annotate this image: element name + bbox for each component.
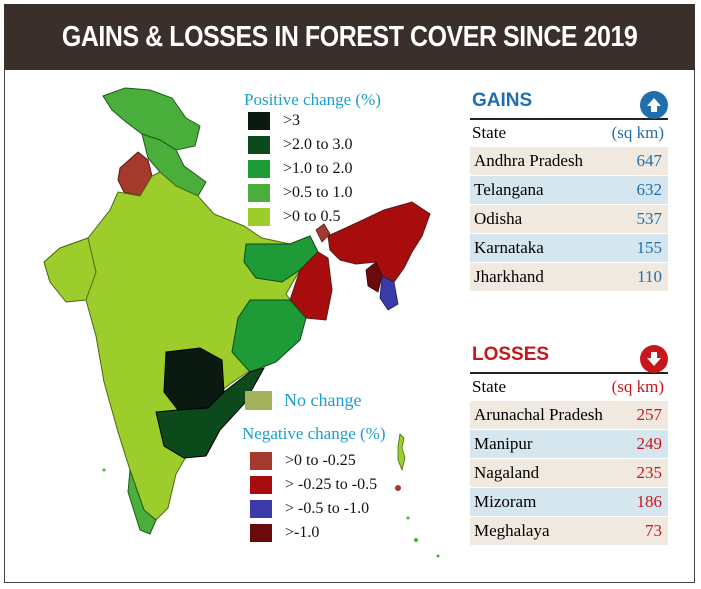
positive-legend-label: >2.0 to 3.0 <box>283 136 353 153</box>
gains-column-headers: State (sq km) <box>470 120 668 146</box>
positive-legend-label: >3 <box>283 112 301 129</box>
positive-legend-item: >1.0 to 2.0 <box>248 160 352 178</box>
region-sikkim <box>315 223 331 243</box>
region-jammu-kashmir <box>102 87 201 151</box>
state-name: Manipur <box>474 434 533 453</box>
negative-legend-item: >0 to -0.25 <box>250 452 356 470</box>
state-name: Jharkhand <box>474 267 544 286</box>
positive-legend-title: Positive change (%) <box>244 90 381 109</box>
gains-col-state: State <box>472 123 506 142</box>
table-row: Meghalaya 73 <box>470 517 668 545</box>
table-row: Nagaland 235 <box>470 459 668 487</box>
positive-legend-item: >0 to 0.5 <box>248 208 340 226</box>
negative-legend-swatch <box>250 500 272 518</box>
region-gujarat <box>43 237 97 303</box>
area-value: 632 <box>636 180 663 199</box>
region-island <box>406 516 410 520</box>
table-row: Odisha 537 <box>470 205 668 233</box>
state-name: Telangana <box>474 180 544 199</box>
negative-legend-label: > -0.25 to -0.5 <box>285 476 378 493</box>
table-row: Karnataka 155 <box>470 234 668 262</box>
negative-legend-swatch <box>250 452 272 470</box>
negative-legend-title: Negative change (%) <box>242 424 386 443</box>
gains-col-unit: (sq km) <box>611 123 664 142</box>
area-value: 537 <box>636 209 663 228</box>
region-andaman <box>397 433 406 472</box>
positive-legend-label: >0 to 0.5 <box>283 208 341 225</box>
table-row: Mizoram 186 <box>470 488 668 516</box>
positive-legend-swatch <box>248 136 270 154</box>
arrow-up-icon <box>640 91 668 119</box>
state-name: Mizoram <box>474 492 537 511</box>
state-name: Odisha <box>474 209 523 228</box>
negative-legend-label: >-1.0 <box>285 524 320 541</box>
negative-legend-label: > -0.5 to -1.0 <box>285 500 370 517</box>
negative-legend-swatch <box>250 476 272 494</box>
positive-legend-swatch <box>248 112 270 130</box>
positive-legend-swatch <box>248 208 270 226</box>
negative-legend-swatch <box>250 524 272 542</box>
region-northeast <box>327 201 431 283</box>
state-name: Nagaland <box>474 463 540 482</box>
region-island <box>414 538 418 542</box>
region-kerala <box>127 469 157 535</box>
region-mizoram <box>379 275 399 311</box>
table-row: Telangana 632 <box>470 176 668 204</box>
table-row: Manipur 249 <box>470 430 668 458</box>
table-row: Andhra Pradesh 647 <box>470 147 668 175</box>
title-banner: GAINS & LOSSES IN FOREST COVER SINCE 201… <box>4 4 695 70</box>
positive-legend-label: >0.5 to 1.0 <box>283 184 353 201</box>
losses-table: LOSSES State (sq km) Arunachal Pradesh 25… <box>470 344 668 545</box>
no-change-swatch <box>245 391 272 410</box>
positive-legend-label: >1.0 to 2.0 <box>283 160 353 177</box>
positive-legend-swatch <box>248 184 270 202</box>
area-value: 73 <box>645 521 662 540</box>
table-row: Jharkhand 110 <box>470 263 668 291</box>
negative-legend-item: >-1.0 <box>250 524 319 542</box>
region-island <box>102 468 106 472</box>
gains-table: GAINS State (sq km) Andhra Pradesh 647 Tel… <box>470 90 668 291</box>
state-name: Karnataka <box>474 238 544 257</box>
area-value: 647 <box>636 151 663 170</box>
negative-legend-item: > -0.25 to -0.5 <box>250 476 377 494</box>
region-island <box>436 554 440 558</box>
area-value: 186 <box>636 492 663 511</box>
area-value: 235 <box>636 463 663 482</box>
losses-title: LOSSES <box>472 344 550 365</box>
gains-title: GAINS <box>472 90 533 111</box>
losses-col-unit: (sq km) <box>611 377 664 396</box>
positive-legend-item: >0.5 to 1.0 <box>248 184 352 202</box>
positive-legend-item: >3 <box>248 112 300 130</box>
losses-col-state: State <box>472 377 506 396</box>
negative-legend-label: >0 to -0.25 <box>285 452 356 469</box>
region-tripura <box>365 261 383 293</box>
losses-column-headers: State (sq km) <box>470 374 668 400</box>
state-name: Meghalaya <box>474 521 550 540</box>
page-title: GAINS & LOSSES IN FOREST COVER SINCE 201… <box>61 20 638 53</box>
region-island <box>395 485 401 491</box>
positive-legend-swatch <box>248 160 270 178</box>
region-himachal <box>141 133 207 197</box>
state-name: Arunachal Pradesh <box>474 405 603 424</box>
region-andhra-pradesh <box>155 367 266 459</box>
losses-header: LOSSES <box>470 344 668 374</box>
india-map <box>43 87 440 558</box>
area-value: 110 <box>637 267 662 286</box>
negative-legend-item: > -0.5 to -1.0 <box>250 500 369 518</box>
area-value: 249 <box>636 434 663 453</box>
area-value: 257 <box>636 405 663 424</box>
arrow-down-icon <box>640 345 668 373</box>
positive-legend-item: >2.0 to 3.0 <box>248 136 352 154</box>
gains-header: GAINS <box>470 90 668 120</box>
state-name: Andhra Pradesh <box>474 151 584 170</box>
region-odisha <box>231 299 307 373</box>
table-row: Arunachal Pradesh 257 <box>470 401 668 429</box>
no-change-legend: No change <box>245 390 361 411</box>
no-change-label: No change <box>284 390 362 410</box>
area-value: 155 <box>636 238 663 257</box>
